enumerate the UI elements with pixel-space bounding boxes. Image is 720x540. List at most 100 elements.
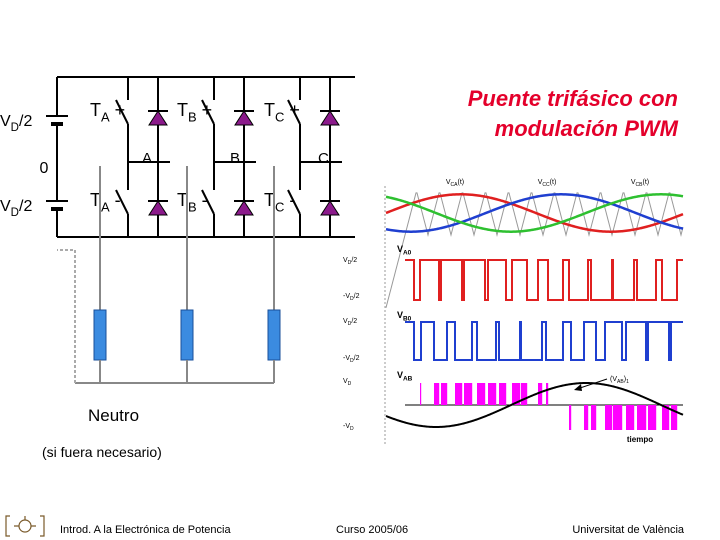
label-part: (V — [610, 376, 617, 383]
pwm-pulse — [539, 383, 541, 405]
pwm-pulse — [672, 405, 674, 430]
pwm-pulse — [483, 383, 485, 405]
pwm-pulse — [504, 383, 506, 405]
wire — [201, 189, 215, 215]
wire — [115, 189, 129, 215]
load — [93, 309, 107, 361]
label-part: T — [177, 190, 188, 210]
pwm-pulse — [662, 405, 664, 430]
label-part: V — [0, 198, 11, 215]
pwm-pulse — [648, 405, 650, 430]
label-part: /2 — [354, 355, 360, 362]
wire — [115, 99, 129, 125]
pwm-pulse — [586, 405, 588, 430]
pwm-pulse — [492, 383, 494, 405]
pwm-pulse — [633, 405, 635, 430]
pwm-pulse — [611, 405, 613, 430]
pwm-pulse — [621, 405, 623, 430]
pwm-pulse — [665, 405, 667, 430]
wire — [576, 378, 608, 390]
pwm-pulse — [458, 383, 460, 405]
pwm-pulse — [489, 383, 491, 405]
label-part: D — [350, 296, 354, 302]
pwm-pulse — [671, 405, 673, 430]
switch-label: TB + — [177, 100, 212, 124]
switch-label: TC - — [264, 190, 295, 214]
panel-name: VAB — [397, 370, 413, 383]
pwm-pulse — [654, 405, 656, 430]
wire — [287, 99, 301, 125]
pwm-pulse — [446, 383, 448, 405]
pwm-pulse — [605, 405, 607, 430]
source-label: VD/2 — [0, 113, 32, 134]
pwm-pulse — [595, 405, 597, 430]
label-part: B0 — [403, 316, 412, 323]
diode — [148, 200, 168, 216]
pwm-pulse — [512, 383, 514, 405]
fundamental-label: (VAB)1 — [610, 376, 629, 385]
label-part: /2 — [19, 113, 32, 130]
label-part: V — [631, 179, 636, 186]
pwm-pulse — [638, 405, 640, 430]
pwm-pulse — [655, 405, 657, 430]
label-part: T — [264, 100, 275, 120]
pwm-pulse — [466, 383, 468, 405]
pwm-pulse — [644, 405, 646, 430]
pwm-pulse — [673, 405, 675, 430]
pwm-pulse — [614, 405, 616, 430]
pwm-pulse — [593, 405, 595, 430]
pwm-pulse — [444, 383, 446, 405]
pwm-pulse — [441, 383, 443, 405]
pwm-pulse — [668, 405, 670, 430]
pwm-pulse — [606, 405, 608, 430]
panel-name: VB0 — [397, 310, 412, 323]
label-part: T — [90, 190, 101, 210]
label-part: -V — [343, 423, 350, 430]
pwm-pulse — [676, 405, 678, 430]
pwm-pulse — [502, 383, 504, 405]
pwm-pulse — [649, 405, 651, 430]
pwm-pulse — [547, 383, 549, 405]
pwm-pulse — [522, 383, 524, 405]
pwm-pulse — [631, 405, 633, 430]
pwm-pulse — [500, 383, 502, 405]
pwm-pulse — [459, 383, 461, 405]
panel-name: VA0 — [397, 244, 412, 257]
pwm-pulse — [569, 405, 571, 430]
pwm-pulse — [584, 405, 586, 430]
pwm-pulse — [652, 405, 654, 430]
pwm-pulse — [468, 383, 470, 405]
node-label: C — [318, 150, 329, 167]
pwm-pulse — [592, 405, 594, 430]
level-label: -VD/2 — [343, 355, 360, 364]
pwm-pulse — [650, 405, 652, 430]
diode — [234, 110, 254, 126]
pwm-pulse — [608, 405, 610, 430]
load — [267, 309, 281, 361]
label-part: CA — [451, 182, 459, 188]
pwm-pulse — [541, 383, 543, 405]
title-line: modulación PWM — [495, 116, 679, 141]
label-part: + — [197, 100, 213, 120]
label-part: - — [110, 190, 121, 210]
pwm-pulse — [420, 383, 422, 405]
label-part: /2 — [19, 198, 32, 215]
node-label: A — [142, 150, 152, 167]
pwm-pulse — [484, 383, 486, 405]
label-part: T — [177, 100, 188, 120]
diode — [320, 110, 340, 126]
pwm-pulse — [436, 383, 438, 405]
pwm-pulse — [664, 405, 666, 430]
pwm-pulse — [488, 383, 490, 405]
carrier-label: VCC(t) — [538, 179, 557, 188]
label-part: V — [343, 257, 348, 264]
pwm-pulse — [617, 405, 619, 430]
label-part: V — [0, 113, 11, 130]
pwm-pulse — [570, 405, 572, 430]
pwm-pulse — [616, 405, 618, 430]
level-label: -VD/2 — [343, 293, 360, 302]
label-part: AB — [403, 376, 413, 383]
pwm-wave — [405, 259, 683, 301]
switch-label: TC + — [264, 100, 300, 124]
